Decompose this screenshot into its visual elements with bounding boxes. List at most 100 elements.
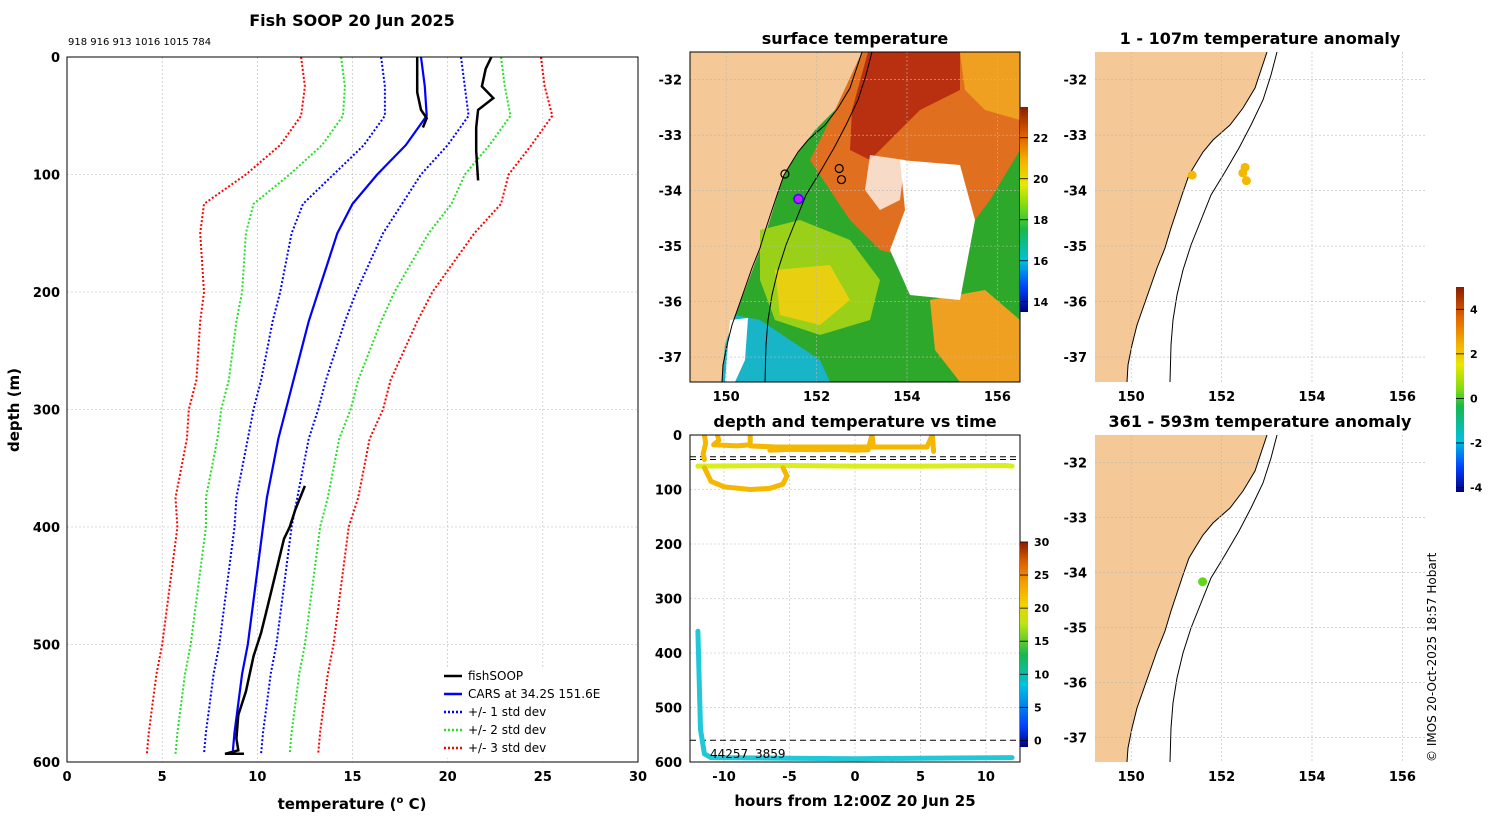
anomaly-shallow-ytick-label: -34 (1064, 185, 1088, 200)
sst-warm-east (960, 52, 1020, 120)
profile-xtick-label: 0 (62, 770, 71, 785)
sst-eac-core (850, 52, 960, 160)
sst-cloud (890, 160, 975, 300)
depth-time-xlabel: hours from 12:00Z 20 Jun 25 (734, 792, 975, 810)
sst-cbar-label: 16 (1033, 255, 1049, 268)
depth-time-series-shallow-yellow (695, 463, 1015, 469)
sst-ytick-label: -37 (659, 351, 683, 366)
anomaly-cbar-label: 4 (1470, 303, 1478, 316)
depth-time-annotation: 44257 (710, 747, 748, 761)
profile-xtick-label: 15 (343, 770, 361, 785)
sst-xtick-label: 154 (893, 390, 920, 405)
anomaly-cbar-label: -4 (1470, 482, 1483, 495)
depth-time-series-orange-1 (700, 435, 709, 462)
sst-isobath (764, 52, 873, 382)
profile-title: Fish SOOP 20 Jun 2025 (249, 11, 455, 30)
legend-std1: +/- 1 std dev (468, 705, 546, 719)
sst-ytick-label: -35 (659, 240, 683, 255)
anomaly-shallow-ytick-label: -36 (1064, 296, 1088, 311)
depth-time-cbar-label: 25 (1034, 569, 1049, 582)
depth-time-annotation-2: 3859 (755, 747, 786, 761)
anomaly-shallow-land (1095, 52, 1267, 382)
anomaly-shallow-point (1187, 170, 1197, 180)
profile-cars-mean (231, 57, 428, 754)
sst-cloud-3 (725, 318, 748, 382)
profile-xtick-label: 20 (439, 770, 457, 785)
depth-time-chart: depth and temperature vs time -10 -5 0 5 100… (655, 412, 1050, 810)
legend-std2: +/- 2 std dev (468, 723, 546, 737)
sst-yellow-patch (775, 265, 850, 325)
depth-time-ytick-label: 300 (655, 593, 682, 608)
depth-time-series-orange-4 (701, 465, 790, 492)
sst-cyan-south (722, 315, 830, 382)
anomaly-deep-isobath (1169, 435, 1278, 762)
legend-cars: CARS at 34.2S 151.6E (468, 687, 600, 701)
depth-time-xtick-label: 0 (850, 770, 859, 785)
sst-coastline (721, 52, 863, 382)
sst-ytick-label: -32 (659, 74, 683, 89)
sst-ytick-label: -36 (659, 296, 683, 311)
profile-ytick-label: 200 (33, 286, 60, 301)
depth-time-colorbar: 0 5 10 15 20 25 30 (1020, 536, 1050, 747)
anomaly-deep-ytick-label: -36 (1064, 676, 1088, 691)
profile-subtitle: 918 916 913 1016 1015 784 (68, 37, 211, 48)
anomaly-deep-ytick-label: -33 (1064, 511, 1088, 526)
profile-std3-upper (317, 57, 554, 754)
anomaly-cbar-label: 0 (1470, 392, 1478, 405)
profile-axes-frame (66, 56, 639, 763)
depth-time-series-orange-5 (711, 435, 753, 449)
profile-ylabel: depth (m) (5, 368, 23, 452)
anomaly-shallow-xtick-label: 152 (1208, 390, 1235, 405)
profile-ytick-label: 300 (33, 404, 60, 419)
depth-time-series-deep-cyan (695, 628, 1015, 762)
profile-std1-upper (260, 57, 470, 754)
sst-cbar-label: 22 (1033, 132, 1048, 145)
sst-title: surface temperature (762, 29, 949, 48)
anomaly-cbar-label: -2 (1470, 437, 1482, 450)
profile-ytick-label: 100 (33, 169, 60, 184)
sst-station-marker (834, 163, 844, 174)
sst-colorbar: 14 16 18 20 22 (1020, 107, 1049, 312)
depth-time-series-orange-3 (747, 435, 937, 454)
depth-time-cbar-label: 10 (1034, 668, 1050, 681)
anomaly-deep-ytick-label: -35 (1064, 621, 1088, 636)
legend-std3: +/- 3 std dev (468, 741, 546, 755)
anomaly-colorbar: -4 -2 0 2 4 (1456, 287, 1483, 495)
sst-xtick-label: 152 (803, 390, 830, 405)
anomaly-deep-land (1095, 435, 1267, 762)
anomaly-shallow-xtick-label: 156 (1389, 390, 1416, 405)
anomaly-deep-title: 361 - 593m temperature anomaly (1109, 412, 1412, 431)
sst-ytick-label: -33 (659, 129, 683, 144)
anomaly-shallow-ytick-label: -37 (1064, 351, 1088, 366)
anomaly-deep-ytick-label: -37 (1064, 731, 1088, 746)
anomaly-deep-coast (1126, 435, 1268, 762)
anomaly-shallow-title: 1 - 107m temperature anomaly (1120, 29, 1401, 48)
sst-map: surface temperature 150 152 154 156 -32 -33 -3… (659, 29, 1049, 405)
profile-xtick-label: 10 (248, 770, 266, 785)
anomaly-shallow-map: 1 - 107m temperature anomaly 150 152 154 15… (1064, 29, 1425, 405)
profile-std2-upper (288, 57, 512, 754)
profile-xtick-label: 30 (629, 770, 647, 785)
depth-time-xtick-label: -10 (712, 770, 736, 785)
profile-xtick-label: 5 (158, 770, 167, 785)
depth-time-ytick-label: 400 (655, 647, 682, 662)
profile-xlabel: temperature (o C) (278, 795, 427, 813)
anomaly-deep-map: 361 - 593m temperature anomaly 150 152 154… (1064, 287, 1483, 785)
depth-time-ytick-label: 200 (655, 538, 682, 553)
anomaly-shallow-point (1238, 168, 1248, 178)
anomaly-shallow-xtick-label: 154 (1298, 390, 1325, 405)
depth-time-xtick-label: 5 (916, 770, 925, 785)
depth-time-cbar-label: 5 (1034, 701, 1042, 714)
sst-xtick-label: 150 (713, 390, 740, 405)
profile-chart: Fish SOOP 20 Jun 2025 918 916 913 1016 1… (5, 11, 647, 813)
anomaly-shallow-ytick-label: -32 (1064, 74, 1088, 89)
anomaly-deep-xtick-label: 154 (1298, 770, 1325, 785)
profile-ytick-label: 600 (33, 756, 60, 771)
anomaly-shallow-coast (1126, 52, 1268, 382)
profile-ytick-label: 0 (51, 51, 60, 66)
anomaly-shallow-xtick-label: 150 (1118, 390, 1145, 405)
anomaly-deep-ytick-label: -32 (1064, 456, 1088, 471)
anomaly-deep-xtick-label: 156 (1389, 770, 1416, 785)
sst-cbar-label: 20 (1033, 173, 1049, 186)
anomaly-cbar-label: 2 (1470, 348, 1478, 361)
